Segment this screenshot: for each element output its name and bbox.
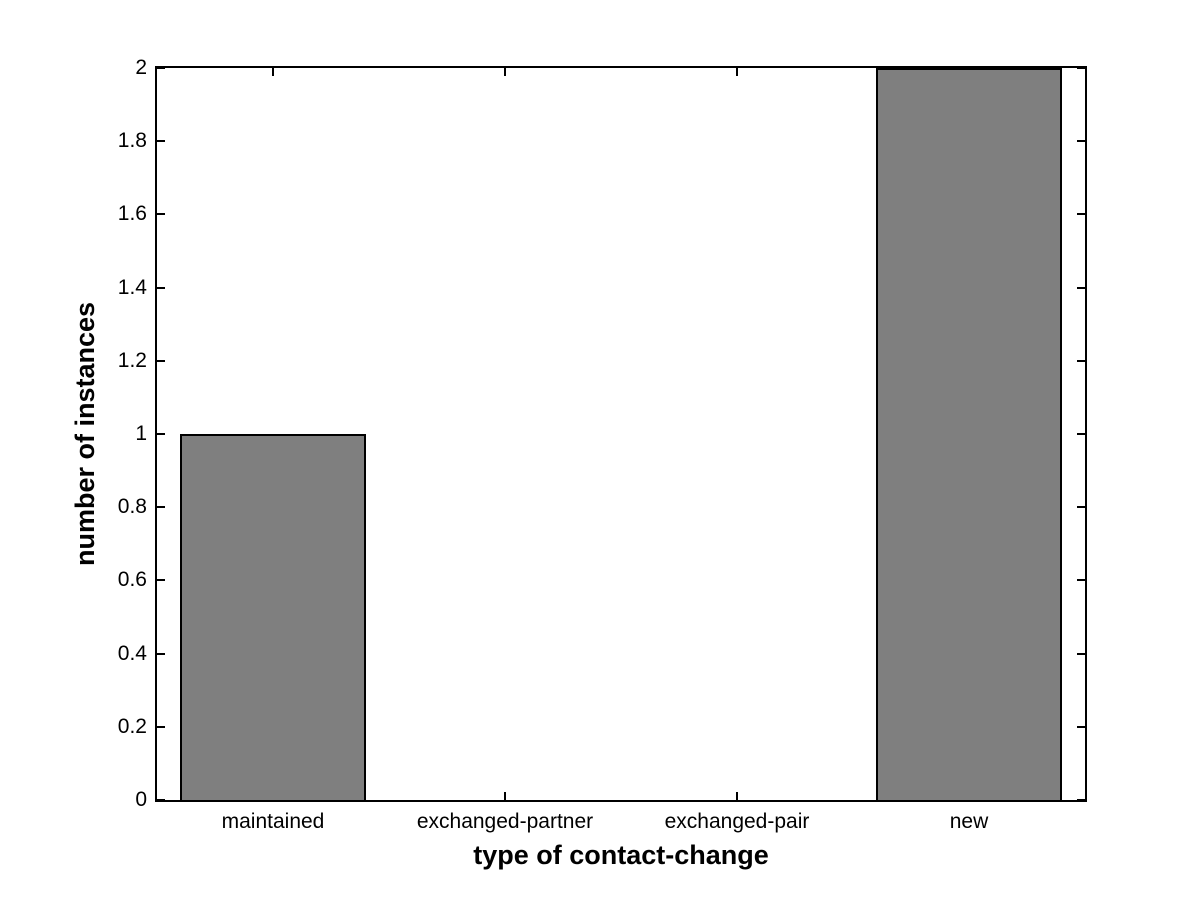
y-tick-left <box>157 506 165 509</box>
y-tick-right <box>1077 359 1085 362</box>
y-tick-label: 1.8 <box>117 129 147 153</box>
y-tick-left <box>157 213 165 216</box>
y-tick-label: 0.2 <box>117 714 147 738</box>
x-tick-top <box>504 68 506 76</box>
y-tick-left <box>157 725 165 728</box>
y-tick-left <box>157 286 165 289</box>
y-tick-right <box>1077 506 1085 509</box>
y-tick-label: 0.6 <box>117 568 147 592</box>
y-tick-label: 1.6 <box>117 202 147 226</box>
y-tick-label: 1.4 <box>117 275 147 299</box>
x-tick-label-maintained: maintained <box>221 810 325 833</box>
y-tick-left <box>157 67 165 69</box>
y-tick-right <box>1077 67 1085 69</box>
y-tick-left <box>157 140 165 143</box>
y-tick-left <box>157 799 165 801</box>
y-tick-right <box>1077 579 1085 582</box>
plot-inner <box>157 67 1085 802</box>
plot-area <box>155 66 1087 802</box>
bar-new <box>876 68 1062 802</box>
x-tick-label-exchanged-pair: exchanged-pair <box>664 810 810 833</box>
y-tick-right <box>1077 433 1085 435</box>
y-tick-label: 0.8 <box>117 495 147 519</box>
y-tick-right <box>1077 286 1085 289</box>
y-tick-left <box>157 652 165 655</box>
y-tick-label: 0 <box>135 788 147 811</box>
y-tick-right <box>1077 652 1085 655</box>
x-tick-top <box>736 68 738 76</box>
y-tick-right <box>1077 799 1085 801</box>
y-tick-label: 2 <box>135 56 147 79</box>
x-tick-top <box>272 68 274 76</box>
y-tick-right <box>1077 725 1085 728</box>
y-tick-label: 1.2 <box>117 348 147 372</box>
y-tick-right <box>1077 140 1085 143</box>
x-tick-label-new: new <box>949 810 989 833</box>
x-tick-bottom <box>504 792 506 800</box>
y-tick-left <box>157 579 165 582</box>
y-tick-left <box>157 359 165 362</box>
x-tick-label-exchanged-partner: exchanged-partner <box>416 810 594 833</box>
y-tick-label: 0.4 <box>117 641 147 665</box>
x-tick-bottom <box>736 792 738 800</box>
y-tick-right <box>1077 213 1085 216</box>
y-tick-label: 1 <box>135 422 147 445</box>
x-axis-label: type of contact-change <box>473 840 769 870</box>
y-tick-left <box>157 433 165 435</box>
bar-maintained <box>180 434 366 802</box>
